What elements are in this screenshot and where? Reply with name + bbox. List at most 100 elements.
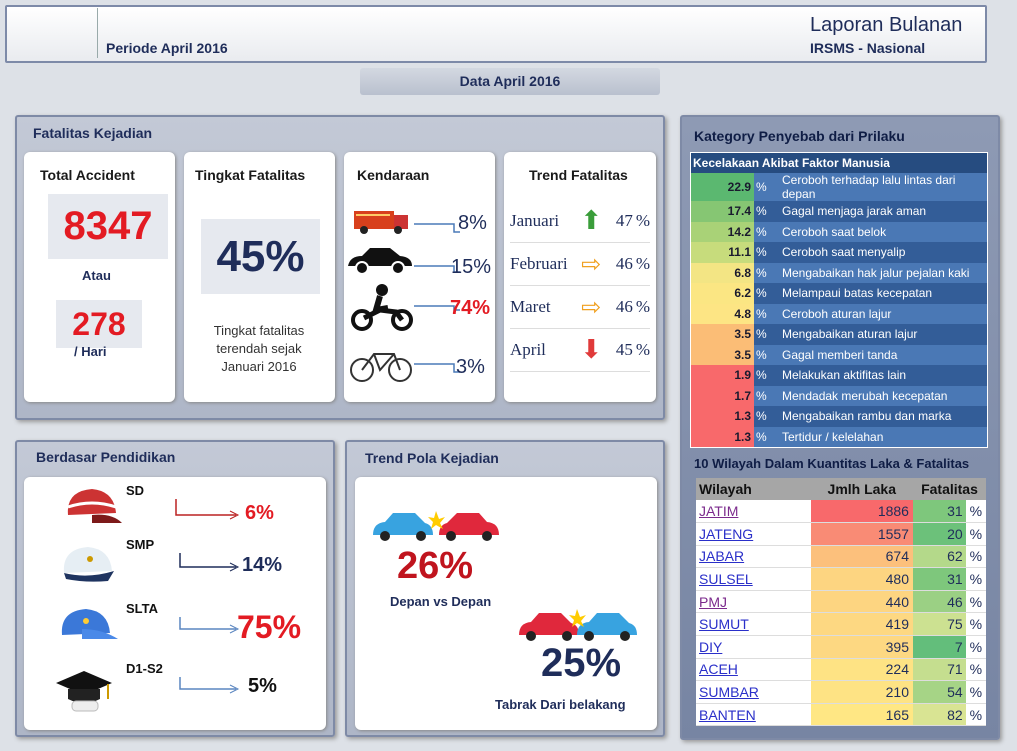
percent-unit: % (754, 426, 782, 447)
cause-row: 14.2% Ceroboh saat belok (691, 221, 987, 242)
total-accident-value: 8347 (48, 194, 168, 259)
total-accident-card: Total Accident 8347 Atau 278 / Hari (24, 152, 175, 402)
wilayah-row: JATENG 1557 20% (696, 522, 986, 546)
arrow-right-icon: ⇨ (581, 251, 602, 278)
cause-label: Ceroboh saat menyalip (782, 242, 987, 263)
wilayah-row: SUMBAR 210 54% (696, 680, 986, 704)
cause-label: Ceroboh saat belok (782, 221, 987, 242)
wilayah-link[interactable]: ACEH (699, 661, 738, 678)
cause-row: 1.9% Melakukan aktifitas lain (691, 365, 987, 386)
percent-unit: % (635, 254, 650, 273)
cause-value: 3.5 (691, 344, 754, 365)
wilayah-row: JATIM 1886 31% (696, 500, 986, 524)
wilayah-link[interactable]: SULSEL (699, 571, 753, 588)
trend-value: 46 (615, 297, 633, 316)
cause-row: 22.9% Ceroboh terhadap lalu lintas dari d… (691, 173, 987, 201)
wilayah-table: Wilayah Jmlh Laka Fatalitas JATIM 1886 31%… (696, 478, 986, 727)
trend-row: Januari ⬆ 47% (510, 200, 650, 243)
cause-value: 1.3 (691, 426, 754, 447)
motorcycle-value: 74% (450, 297, 491, 319)
percent-unit: % (754, 201, 782, 222)
month-label: Januari (510, 211, 560, 230)
wilayah-row: SULSEL 480 31% (696, 567, 986, 591)
percent-unit: % (754, 365, 782, 386)
truck-value: 8% (458, 212, 487, 234)
arrow-up-icon: ⬆ (580, 206, 603, 235)
percent-unit: % (965, 545, 986, 569)
wilayah-link[interactable]: DIY (699, 638, 723, 655)
sd-hat-icon (67, 489, 122, 523)
wilayah-link[interactable]: PMJ (699, 593, 727, 610)
cause-label: Mengabaikan rambu dan marka (782, 406, 987, 427)
trend-value: 47 (615, 211, 633, 230)
smp-value: 14% (242, 554, 283, 576)
pendidikan-title: Berdasar Pendidikan (36, 449, 176, 465)
wilayah-row: ACEH 224 71% (696, 658, 986, 682)
fatalitas-value: 82 (912, 703, 966, 727)
wilayah-row: BANTEN 165 82% (696, 703, 986, 727)
cause-label: Ceroboh aturan lajur (782, 303, 987, 324)
wilayah-link[interactable]: JATENG (699, 525, 754, 542)
trend-value: 45 (615, 340, 633, 359)
faktor-table-title: Kecelakaan Akibat Faktor Manusia (691, 153, 987, 173)
total-accident-title: Total Accident (40, 167, 135, 183)
wilayah-link[interactable]: JATIM (699, 503, 739, 520)
month-label: April (510, 340, 546, 359)
bicycle-icon (350, 353, 412, 382)
cause-value: 17.4 (691, 201, 754, 222)
jmlh-laka-value: 224 (810, 658, 913, 682)
kendaraan-card: Kendaraan 8% 15% 74% 3% (344, 152, 495, 402)
kendaraan-connectors (414, 223, 460, 373)
wilayah-row: DIY 395 7% (696, 635, 986, 659)
cause-value: 14.2 (691, 221, 754, 242)
percent-unit: % (965, 703, 986, 727)
tingkat-value: 45% (201, 219, 320, 294)
wilayah-row: SUMUT 419 75% (696, 612, 986, 637)
percent-unit: % (754, 324, 782, 345)
cause-value: 22.9 (691, 173, 754, 201)
tingkat-fatalitas-card: Tingkat Fatalitas 45% Tingkat fatalitas … (184, 152, 335, 402)
cause-label: Melampaui batas kecepatan (782, 283, 987, 304)
wilayah-link[interactable]: JABAR (699, 548, 745, 565)
percent-unit: % (635, 340, 650, 359)
smp-hat-icon (63, 547, 114, 582)
cause-label: Melakukan aktifitas lain (782, 365, 987, 386)
jmlh-laka-value: 674 (810, 545, 913, 569)
col-wilayah: Wilayah (699, 481, 752, 497)
depan-label: Depan vs Depan (390, 594, 492, 609)
percent-unit: % (754, 173, 782, 201)
car-icon (348, 248, 412, 275)
percent-unit: % (635, 211, 650, 230)
tingkat-note: Tingkat fatalitas terendah sejak Januari… (213, 323, 305, 374)
data-tab[interactable]: Data April 2016 (360, 68, 660, 95)
percent-unit: % (754, 283, 782, 304)
fatalitas-value: 62 (912, 545, 966, 569)
cause-value: 6.8 (691, 262, 754, 283)
wilayah-link[interactable]: SUMBAR (699, 684, 759, 701)
trend-table: Januari ⬆ 47% Februari ⇨ 46% Maret ⇨ 46% April… (510, 200, 650, 372)
month-label: Maret (510, 297, 551, 316)
fatalitas-value: 31 (912, 500, 966, 524)
percent-unit: % (754, 385, 782, 406)
percent-unit: % (754, 406, 782, 427)
wilayah-link[interactable]: SUMUT (699, 616, 749, 633)
cause-row: 1.3% Tertidur / kelelahan (691, 426, 987, 447)
faktor-manusia-table: Kecelakaan Akibat Faktor Manusia 22.9% Ce… (690, 152, 988, 448)
cause-row: 1.3% Mengabaikan rambu dan marka (691, 406, 987, 427)
bicycle-value: 3% (456, 356, 485, 378)
percent-unit: % (965, 635, 986, 659)
cause-value: 1.9 (691, 365, 754, 386)
cause-value: 4.8 (691, 303, 754, 324)
percent-unit: % (965, 658, 986, 682)
per-day-value: 278 (56, 300, 142, 348)
trend-title: Trend Fatalitas (529, 167, 628, 183)
wilayah-link[interactable]: BANTEN (699, 706, 756, 723)
pola-title: Trend Pola Kejadian (365, 450, 499, 466)
trend-fatalitas-card: Trend Fatalitas Januari ⬆ 47% Februari ⇨ 46%… (504, 152, 656, 402)
pola-card: 26% Depan vs Depan 25% Tabrak Dari belak… (355, 477, 657, 730)
cause-value: 6.2 (691, 283, 754, 304)
motorcycle-icon (351, 284, 413, 331)
cause-row: 6.8% Mengabaikan hak jalur pejalan kaki (691, 262, 987, 283)
d1-s2-value: 5% (248, 675, 277, 697)
fatalitas-value: 20 (912, 522, 966, 546)
